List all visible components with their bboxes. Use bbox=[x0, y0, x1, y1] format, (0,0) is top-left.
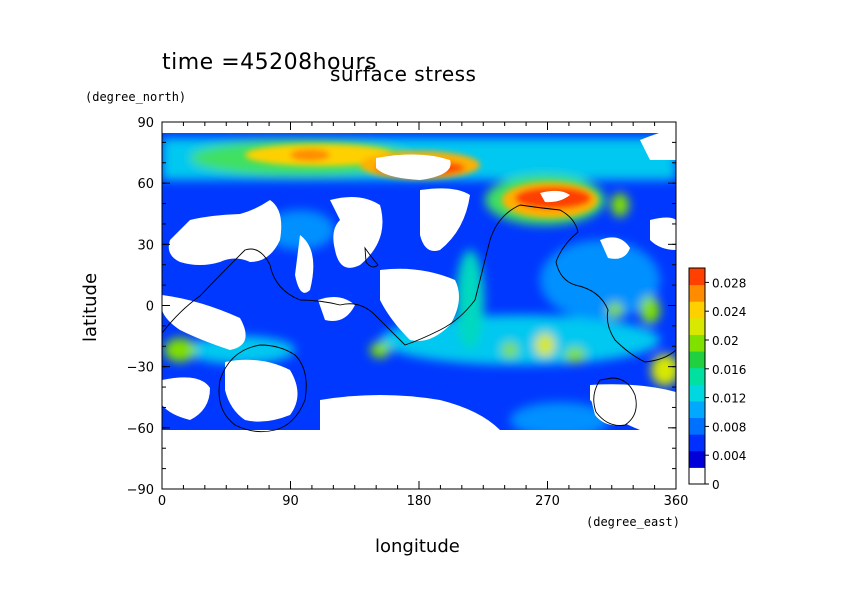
colorbar-label: 0.012 bbox=[712, 392, 746, 406]
y-axis-unit: (degree_north) bbox=[85, 90, 187, 104]
colorbar-swatch bbox=[689, 450, 705, 468]
stress-field bbox=[162, 122, 676, 489]
x-axis-unit: (degree_east) bbox=[586, 515, 680, 529]
colorbar-label: 0.028 bbox=[712, 276, 746, 290]
colorbar-swatch bbox=[689, 400, 705, 419]
colorbar-label: 0.008 bbox=[712, 420, 746, 434]
y-tick-label: 30 bbox=[137, 238, 154, 253]
colorbar-swatch bbox=[689, 284, 705, 302]
colorbar-swatch bbox=[689, 434, 705, 452]
colorbar-swatch bbox=[689, 334, 705, 352]
colorbar-label: 0 bbox=[712, 478, 720, 492]
time-label: time =45208hours bbox=[162, 50, 377, 75]
x-axis-label: longitude bbox=[375, 536, 460, 557]
colorbar-swatch bbox=[689, 467, 705, 485]
x-tick-label: 360 bbox=[664, 494, 689, 509]
colorbar-swatch bbox=[689, 268, 705, 286]
x-tick-label: 0 bbox=[158, 494, 166, 509]
y-tick-label: 90 bbox=[137, 116, 154, 131]
colorbar-swatch bbox=[689, 367, 705, 385]
colorbar-swatch bbox=[689, 384, 705, 402]
x-tick-label: 270 bbox=[535, 494, 560, 509]
colorbar-swatch bbox=[689, 351, 705, 369]
colorbar-label: 0.02 bbox=[712, 334, 739, 348]
x-tick-label: 90 bbox=[282, 494, 299, 509]
y-tick-label: −90 bbox=[127, 483, 154, 498]
y-tick-label: 0 bbox=[146, 300, 154, 315]
colorbar-frame bbox=[688, 267, 706, 485]
y-tick-label: −60 bbox=[127, 422, 154, 437]
y-tick-label: −30 bbox=[127, 361, 154, 376]
colorbar-swatch bbox=[689, 317, 705, 335]
colorbar-label: 0.004 bbox=[712, 449, 746, 463]
x-tick-label: 180 bbox=[407, 494, 432, 509]
chart-title: surface stress bbox=[330, 62, 477, 86]
y-tick-label: 60 bbox=[137, 177, 154, 192]
colorbar-swatch bbox=[689, 301, 705, 319]
colorbar-label: 0.024 bbox=[712, 305, 746, 319]
colorbar-swatch bbox=[689, 417, 705, 435]
colorbar-label: 0.016 bbox=[712, 363, 746, 377]
